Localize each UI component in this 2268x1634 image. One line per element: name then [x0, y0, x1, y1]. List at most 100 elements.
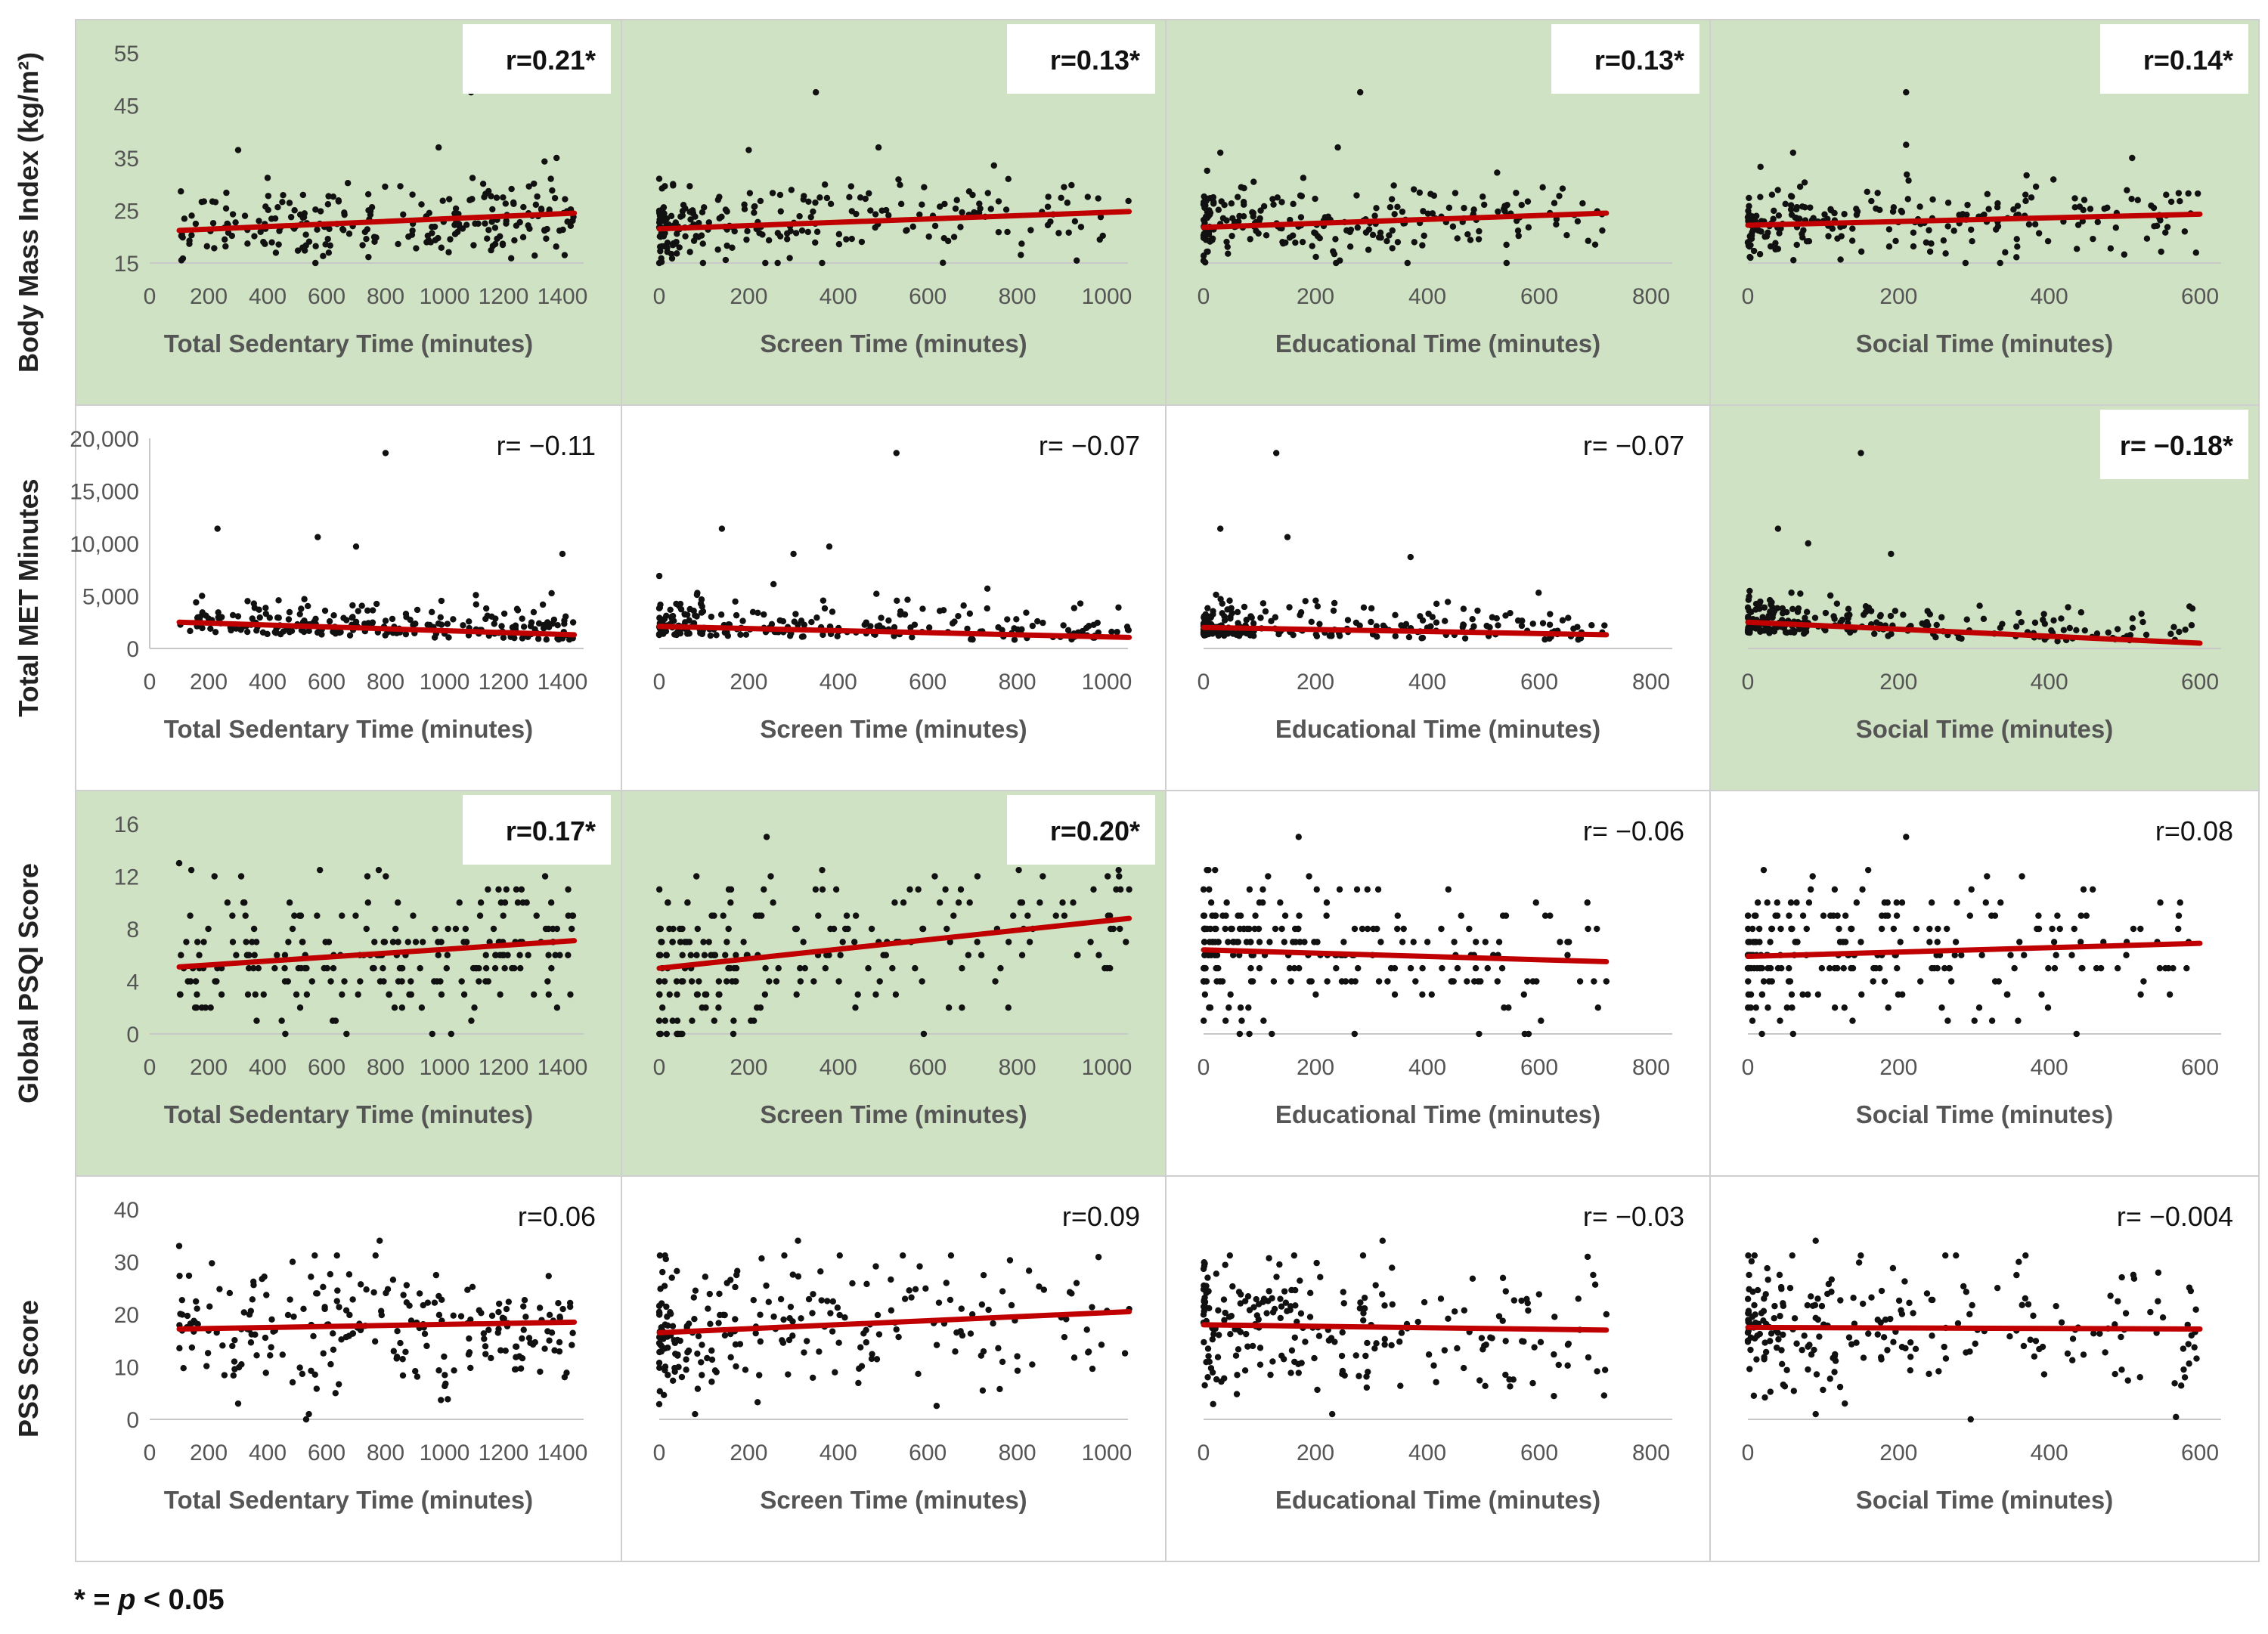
x-tick-label: 200: [730, 670, 767, 695]
data-point: [2153, 222, 2161, 230]
data-point: [1762, 1348, 1770, 1356]
data-point: [822, 964, 829, 972]
x-tick-label: 400: [820, 1441, 857, 1465]
data-point: [364, 607, 371, 614]
data-point: [1842, 1400, 1848, 1407]
data-point: [1247, 978, 1255, 985]
data-point: [480, 1330, 488, 1337]
data-point: [1029, 622, 1036, 630]
data-point: [657, 215, 664, 222]
data-point: [1394, 239, 1402, 246]
data-point: [1821, 211, 1828, 218]
data-point: [485, 1326, 492, 1333]
data-point: [502, 200, 510, 207]
data-point: [1296, 964, 1303, 972]
data-point: [1313, 633, 1321, 640]
data-point: [716, 1290, 723, 1298]
data-point: [1292, 1302, 1299, 1309]
data-point: [1114, 628, 1120, 636]
data-point: [895, 1333, 902, 1341]
data-point: [2143, 631, 2150, 639]
data-point: [398, 964, 405, 972]
data-point: [697, 600, 705, 607]
data-point: [684, 611, 691, 618]
data-point: [188, 231, 195, 239]
data-point: [1857, 939, 1864, 945]
data-point: [1837, 1297, 1844, 1304]
data-point: [2187, 1287, 2195, 1295]
data-point: [1068, 181, 1075, 189]
data-point: [796, 212, 803, 220]
data-point: [525, 952, 531, 958]
data-point: [504, 952, 511, 958]
fit-line: [1745, 619, 2203, 646]
data-point: [1357, 88, 1364, 96]
data-point: [655, 1311, 663, 1318]
data-point: [1201, 978, 1208, 985]
data-point: [206, 1303, 213, 1310]
data-point: [807, 214, 814, 221]
data-point: [2023, 172, 2030, 179]
data-point: [1588, 622, 1595, 629]
data-point: [2130, 925, 2137, 933]
data-point: [2002, 249, 2009, 256]
data-point: [1045, 193, 1052, 200]
data-point: [866, 190, 872, 197]
data-point: [1751, 1301, 1758, 1309]
data-point: [722, 206, 730, 213]
data-point: [1761, 1339, 1768, 1346]
data-point: [1225, 250, 1232, 257]
data-point: [705, 219, 713, 226]
x-tick-label: 0: [1198, 670, 1210, 695]
data-point: [1513, 217, 1520, 224]
panel-background: [621, 1175, 1167, 1562]
data-point: [326, 617, 333, 625]
data-point: [1778, 1347, 1785, 1354]
data-point: [229, 939, 237, 945]
data-point: [1272, 614, 1279, 620]
data-point: [519, 1335, 525, 1342]
data-point: [1313, 886, 1320, 893]
data-point: [1942, 250, 1949, 257]
data-point: [235, 1363, 243, 1371]
data-point: [1241, 184, 1247, 192]
data-point: [666, 991, 673, 998]
data-point: [893, 1326, 900, 1333]
data-point: [1827, 206, 1834, 212]
data-point: [863, 1338, 870, 1346]
data-point: [299, 939, 306, 945]
data-point: [175, 1243, 183, 1249]
data-point: [481, 1335, 488, 1342]
x-tick-label: 1200: [479, 1441, 529, 1465]
data-point: [1206, 939, 1213, 945]
data-point: [1467, 237, 1474, 243]
data-point: [299, 191, 307, 199]
data-point: [1334, 144, 1341, 151]
y-tick-label: 0: [126, 1023, 139, 1048]
data-point: [1365, 226, 1373, 233]
data-point: [192, 1298, 200, 1305]
data-point: [2048, 627, 2055, 634]
data-point: [1551, 1351, 1557, 1358]
data-point: [854, 991, 861, 998]
data-point: [1576, 978, 1584, 985]
data-point: [1449, 223, 1457, 230]
data-point: [261, 1273, 268, 1280]
data-point: [249, 1296, 256, 1303]
data-point: [841, 1314, 848, 1321]
data-point: [999, 1358, 1006, 1366]
data-point: [1213, 1376, 1220, 1383]
data-point: [655, 1017, 663, 1024]
fit-line: [656, 209, 1132, 232]
data-point: [545, 1273, 552, 1280]
x-tick-label: 400: [2031, 1055, 2068, 1080]
data-point: [1353, 192, 1360, 199]
data-point: [176, 1272, 183, 1280]
data-point: [262, 1334, 269, 1342]
data-point: [1243, 1330, 1250, 1338]
data-point: [1347, 226, 1355, 234]
data-point: [1773, 245, 1780, 252]
data-point: [305, 627, 312, 635]
data-point: [697, 630, 704, 636]
r-value-label: r=0.08: [2155, 815, 2233, 846]
